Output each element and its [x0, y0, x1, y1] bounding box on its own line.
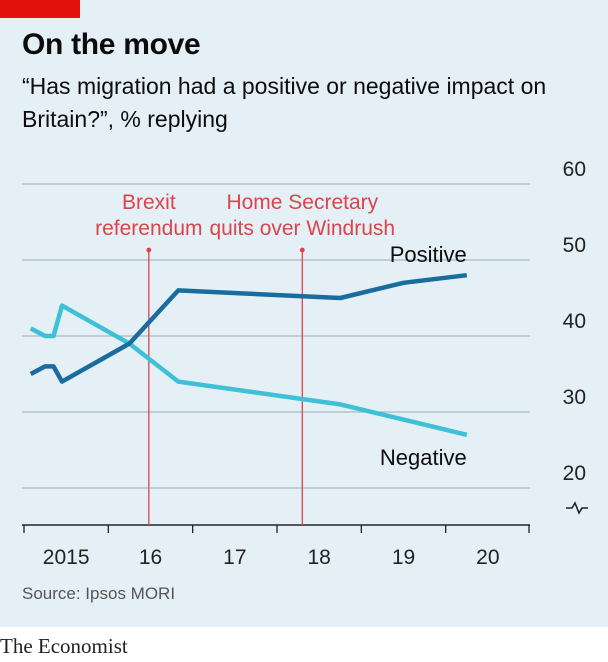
- line-chart: 20 30 40 50 60 2015 16 17 18 19 20 Brexit referend…: [22, 158, 588, 569]
- gridlines: [22, 183, 530, 489]
- x-tick-label: 20: [476, 546, 499, 569]
- y-axis-ticks: 20 30 40 50 60: [563, 158, 586, 485]
- series-label-negative: Negative: [380, 445, 467, 470]
- chart-subtitle: “Has migration had a positive or negativ…: [22, 73, 547, 132]
- x-tick-label: 16: [139, 546, 162, 569]
- annotation-label: Brexit: [122, 191, 176, 214]
- x-tick-label: 18: [307, 546, 330, 569]
- brand-red-tag: [0, 0, 80, 18]
- series-labels: Positive Negative: [380, 242, 467, 470]
- x-tick-label: 19: [392, 546, 415, 569]
- series-line-positive: [29, 272, 468, 384]
- x-tick-label: 17: [223, 546, 246, 569]
- annotation-label: quits over Windrush: [210, 217, 396, 240]
- chart-title: On the move: [22, 28, 201, 61]
- y-tick-label: 20: [563, 462, 586, 485]
- annotation-dot: [299, 247, 305, 253]
- annotations: Brexit referendum Home Secretary quits over…: [95, 191, 395, 525]
- annotation-dot: [146, 247, 152, 253]
- y-tick-label: 40: [563, 310, 586, 333]
- axis-break-icon: [566, 501, 588, 515]
- series-label-positive: Positive: [390, 242, 467, 267]
- axis-break-line: [566, 501, 588, 515]
- x-tick-label: 2015: [43, 546, 90, 569]
- y-tick-label: 30: [563, 386, 586, 409]
- annotation-label: referendum: [95, 217, 202, 240]
- series-line-negative: [29, 303, 468, 437]
- annotation-label: Home Secretary: [226, 191, 378, 214]
- brand-wordmark: The Economist: [0, 634, 128, 658]
- chart-background: [0, 0, 608, 627]
- y-tick-label: 50: [563, 234, 586, 257]
- x-axis: 2015 16 17 18 19 20: [22, 524, 530, 569]
- y-tick-label: 60: [563, 158, 586, 181]
- source-note: Source: Ipsos MORI: [22, 584, 176, 603]
- series-lines: [29, 272, 468, 437]
